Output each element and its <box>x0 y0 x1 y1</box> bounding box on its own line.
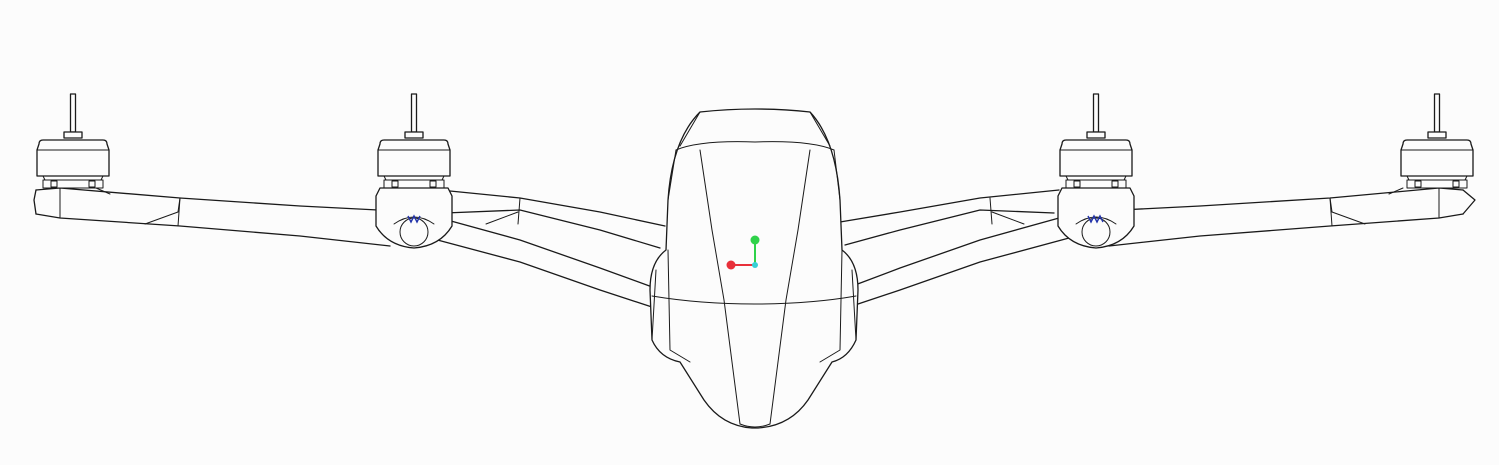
left-arm <box>33 187 666 309</box>
motor-inner-right <box>1059 93 1133 189</box>
motor-inner-left <box>377 93 451 189</box>
motor-outer-left <box>36 93 110 189</box>
hub-right <box>1057 187 1135 249</box>
z-axis-origin[interactable] <box>752 262 758 268</box>
hub-left <box>375 187 453 249</box>
axis-gizmo[interactable] <box>726 235 760 270</box>
central-body <box>649 108 859 429</box>
y-axis-handle[interactable] <box>750 235 760 245</box>
x-axis-handle[interactable] <box>726 260 736 270</box>
motor-outer-right <box>1400 93 1474 189</box>
right-arm <box>839 187 1476 306</box>
